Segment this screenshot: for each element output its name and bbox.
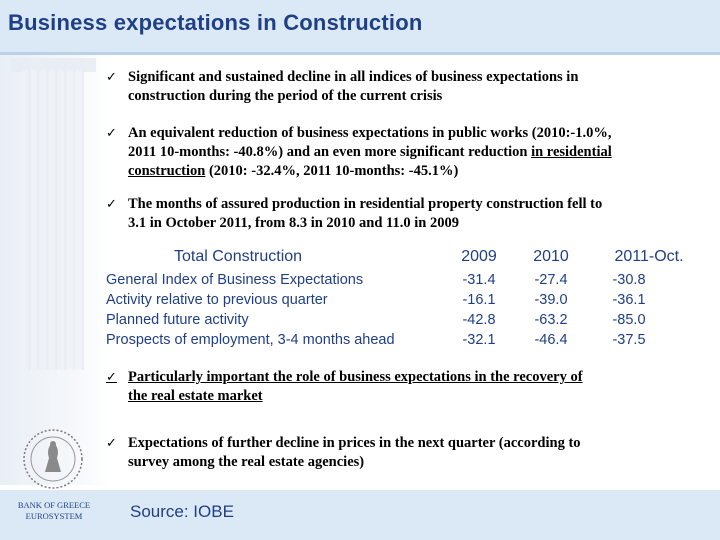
column-shaft [22, 70, 84, 370]
row-label: Planned future activity [106, 312, 249, 328]
check-icon: ✓ [106, 70, 117, 85]
cell-2011: -36.1 [612, 292, 646, 308]
cell-2009: -32.1 [462, 332, 496, 348]
table-header-2010: 2010 [533, 248, 569, 265]
bullet-2-underlined-2: construction [128, 163, 206, 179]
bullet-4-line-1: Particularly important the role of busin… [128, 369, 583, 385]
check-icon: ✓ [106, 436, 117, 451]
bullet-3-line-2: 3.1 in October 2011, from 8.3 in 2010 an… [128, 215, 459, 231]
cell-2011: -85.0 [612, 312, 646, 328]
cell-2011: -37.5 [612, 332, 646, 348]
cell-2010: -39.0 [534, 292, 568, 308]
bullet-5: ✓ Expectations of further decline in pri… [106, 434, 708, 472]
bullet-3-line-1: The months of assured production in resi… [128, 196, 603, 212]
bank-name: BANK OF GREECE EUROSYSTEM [4, 500, 104, 522]
source-label: Source: IOBE [130, 502, 234, 521]
bank-emblem-icon [23, 429, 83, 489]
column-capital [10, 58, 96, 72]
table-header-2009: 2009 [461, 248, 497, 265]
row-label: Activity relative to previous quarter [106, 292, 328, 308]
cell-2009: -42.8 [462, 312, 496, 328]
bank-name-line-2: EUROSYSTEM [25, 511, 83, 521]
cell-2010: -27.4 [534, 272, 568, 288]
bullet-1-line-2: construction during the period of the cu… [128, 88, 443, 104]
bullet-2-underlined-1: in residential [531, 144, 612, 160]
table-header-2011: 2011-Oct. [614, 248, 684, 265]
bullet-5-line-1: Expectations of further decline in price… [128, 435, 581, 451]
cell-2010: -46.4 [534, 332, 568, 348]
cell-2011: -30.8 [612, 272, 646, 288]
bullet-2-line-1: An equivalent reduction of business expe… [128, 125, 612, 141]
row-label: General Index of Business Expectations [106, 272, 364, 288]
bullet-2-line-3: (2010: -32.4%, 2011 10-months: -45.1%) [205, 163, 459, 179]
title-bar: Business expectations in Construction [0, 0, 720, 55]
bullet-4-line-2: the real estate market [128, 388, 263, 404]
bullet-2-line-2: 2011 10-months: -40.8%) and an even more… [128, 144, 532, 160]
bank-name-line-1: BANK OF GREECE [17, 500, 91, 510]
check-icon: ✓ [106, 126, 117, 141]
bullet-5-line-2: survey among the real estate agencies) [128, 454, 365, 470]
bullet-1-line-1: Significant and sustained decline in all… [128, 69, 579, 85]
cell-2009: -16.1 [462, 292, 496, 308]
bullet-3: ✓ The months of assured production in re… [106, 195, 708, 233]
cell-2009: -31.4 [462, 272, 496, 288]
row-label: Prospects of employment, 3-4 months ahea… [106, 332, 395, 348]
bullet-4: ✓ Particularly important the role of bus… [106, 368, 708, 406]
check-icon: ✓ [106, 370, 117, 385]
bullet-1: ✓ Significant and sustained decline in a… [106, 68, 708, 106]
footer-band [0, 490, 720, 540]
cell-2010: -63.2 [534, 312, 568, 328]
table-header-title: Total Construction [174, 248, 303, 265]
bullet-2: ✓ An equivalent reduction of business ex… [106, 124, 708, 181]
check-icon: ✓ [106, 197, 117, 212]
slide-title: Business expectations in Construction [8, 10, 423, 35]
